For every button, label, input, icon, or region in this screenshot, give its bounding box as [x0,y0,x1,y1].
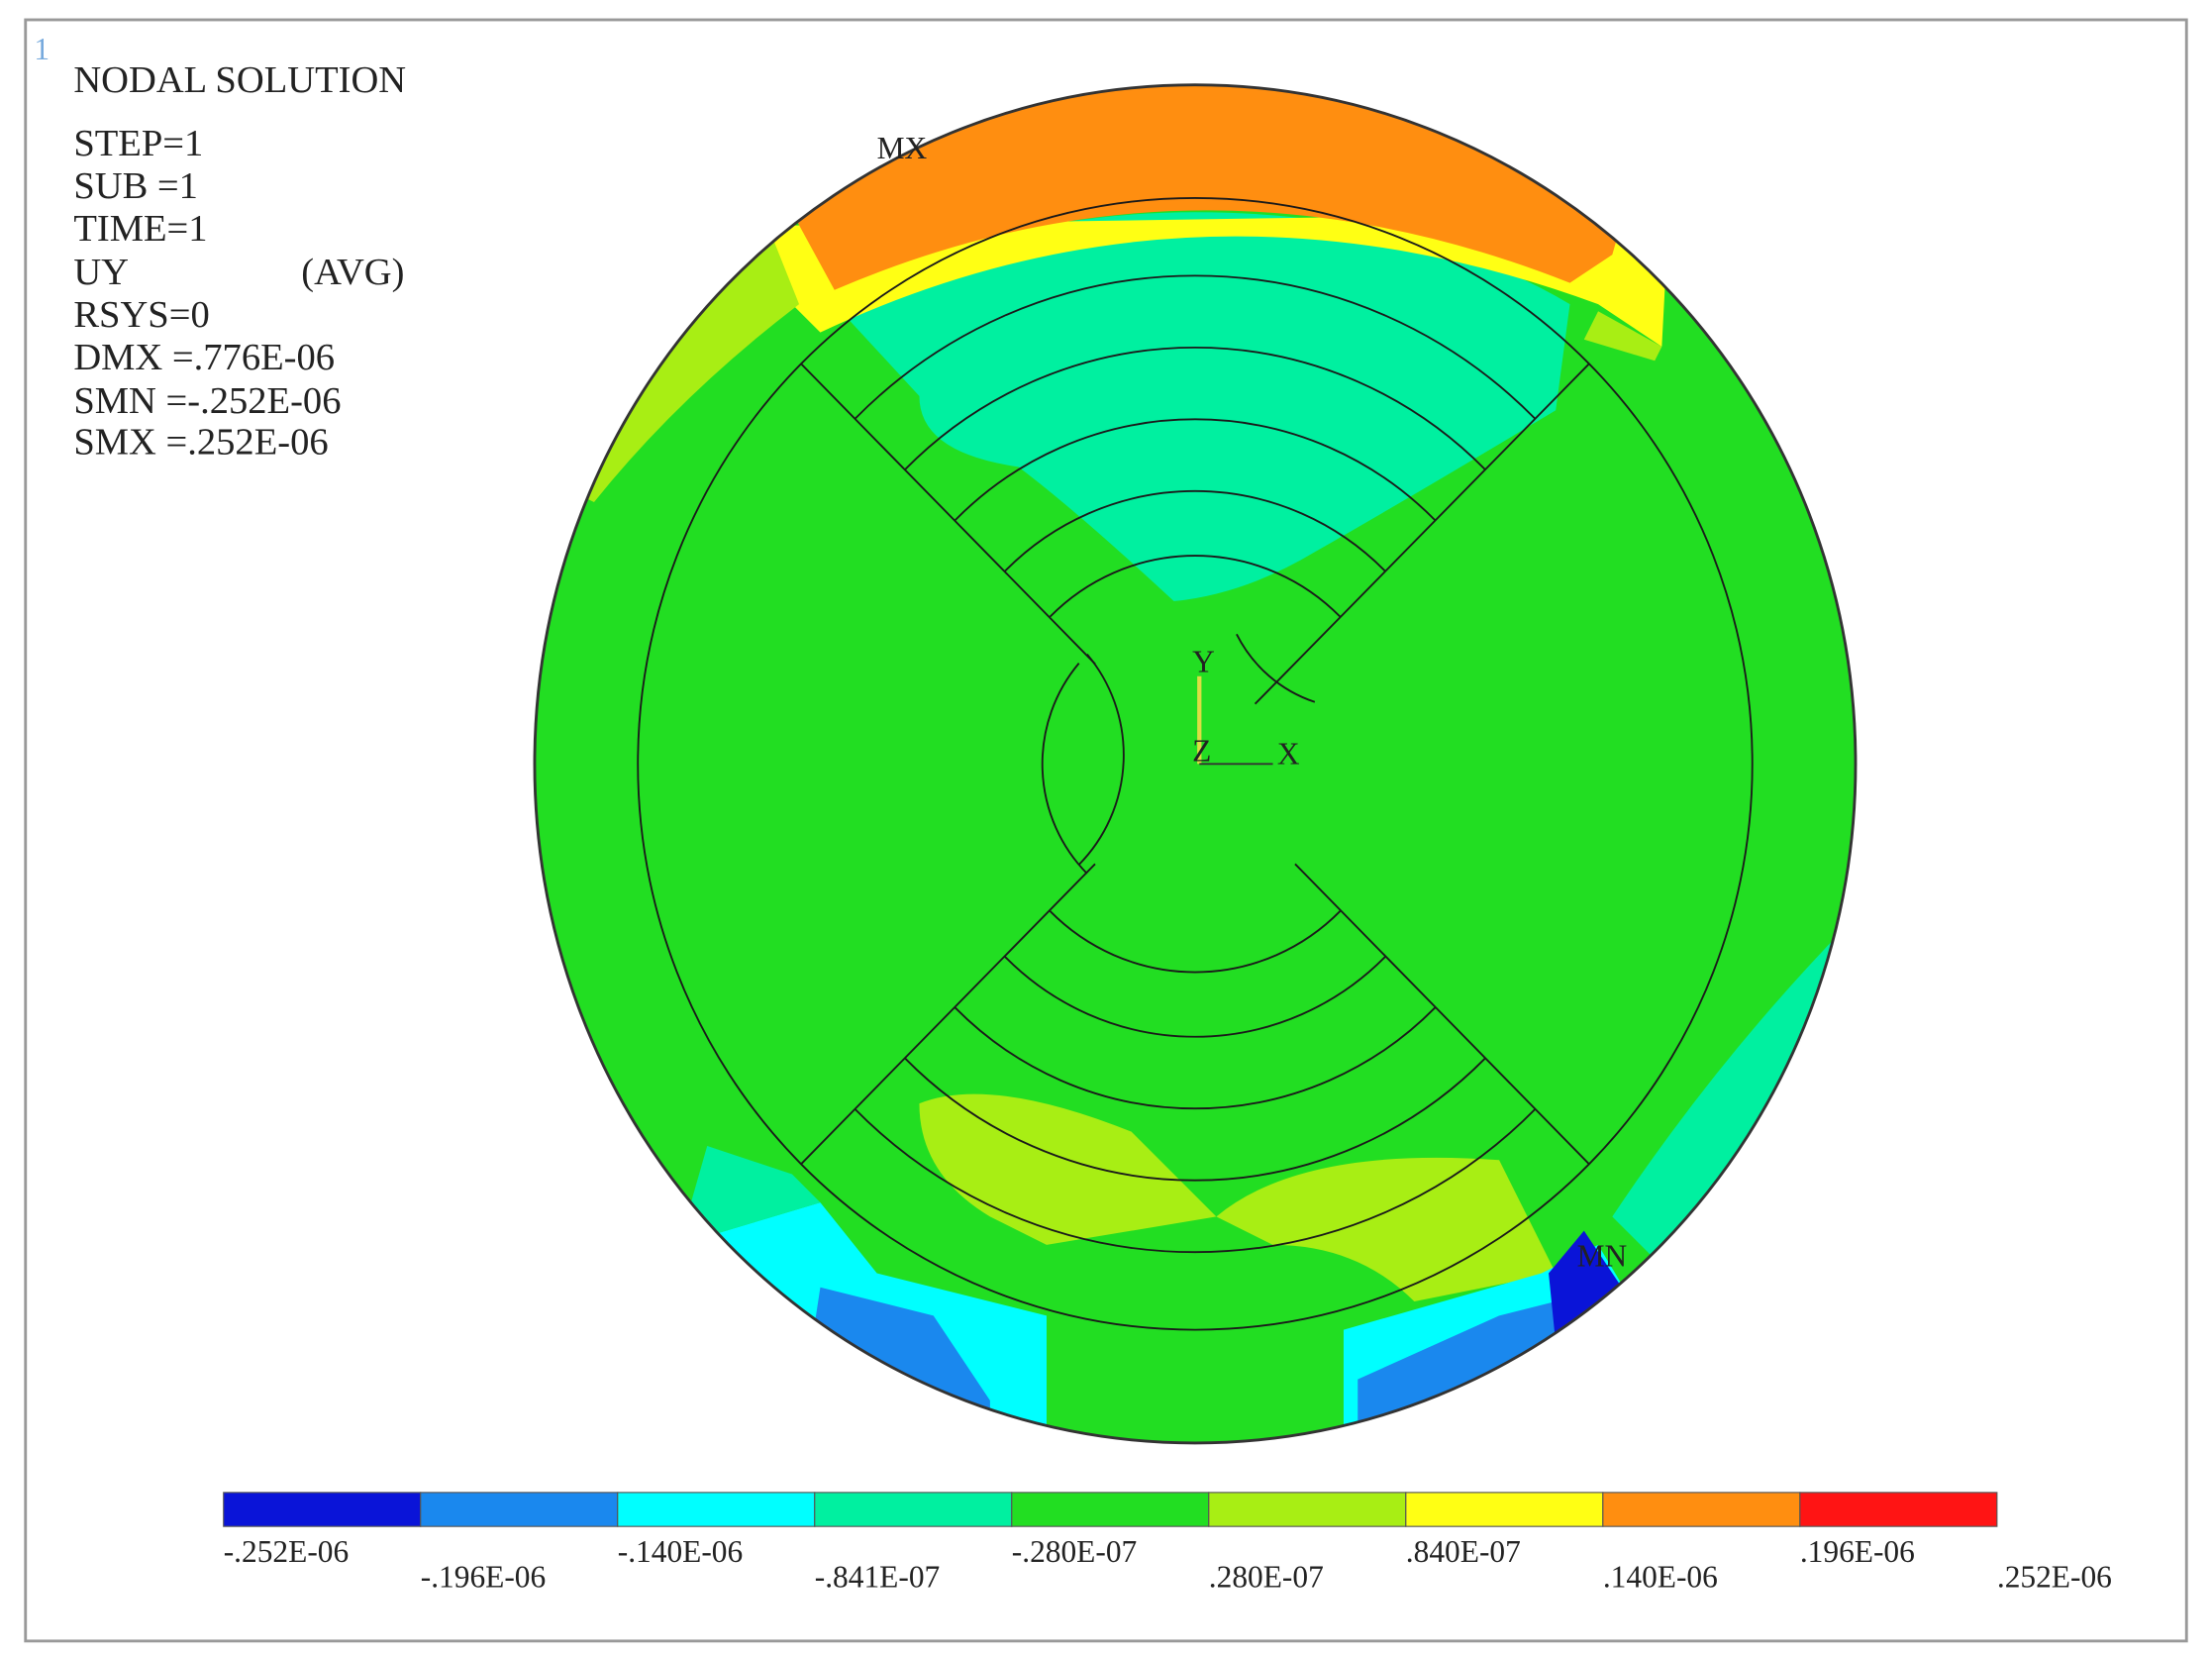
legend-swatch [1208,1492,1407,1527]
legend-label: -.140E-06 [618,1534,743,1569]
info-line: SMX =.252E-06 [73,421,328,463]
mesh-arc [1041,663,1088,875]
mesh-line [1294,863,1590,1165]
legend-swatch [1799,1492,1998,1527]
mesh-arc [854,1108,1537,1254]
mesh-arc [904,347,1486,470]
info-line: DMX =.776E-06 [73,337,335,378]
contour-region [1583,311,1662,362]
info-line: UY [73,252,129,293]
max-marker: MX [877,131,928,165]
outline [533,83,1858,1445]
axis-x: X [1277,736,1300,771]
legend-label: .140E-06 [1603,1560,1718,1595]
mesh-circle [637,197,1754,1331]
axis-y: Y [1192,644,1215,678]
info-line: NODAL SOLUTION [73,59,406,101]
window-number: 1 [34,32,50,66]
info-line: (AVG) [301,252,404,293]
info-line: RSYS=0 [73,294,209,336]
info-line: SMN =-.252E-06 [73,380,341,422]
legend-label: .196E-06 [1800,1534,1915,1569]
mesh-arc [1004,956,1386,1038]
legend-label: -.196E-06 [421,1560,546,1595]
legend-label: .252E-06 [1997,1560,2112,1595]
legend-swatch [617,1492,816,1527]
contour-region [1549,1230,1627,1344]
legend-label: -.280E-07 [1012,1534,1137,1569]
legend-label: .280E-07 [1209,1560,1324,1595]
legend-swatch [1602,1492,1801,1527]
mesh [637,197,1754,1331]
legend-swatch [1011,1492,1210,1527]
legend-swatch [223,1492,422,1527]
mesh-line [800,363,1096,665]
mesh-arc [1236,633,1316,703]
mesh-arc [904,1057,1486,1182]
legend-label: -.252E-06 [224,1534,349,1569]
mesh-line [1254,363,1590,705]
mesh-arc [854,274,1537,420]
legend-label: .840E-07 [1406,1534,1521,1569]
mesh-arc [954,1006,1437,1110]
legend-swatch [1405,1492,1604,1527]
info-line: STEP=1 [73,123,203,164]
mesh-arc [1049,910,1342,974]
contour-region [1216,1157,1557,1302]
mesh-arc [1004,489,1386,572]
min-marker: MN [1577,1238,1628,1273]
legend: -.252E-06 -.196E-06 -.140E-06 -.841E-07 -.28… [223,1492,2112,1595]
mesh-arc [1049,555,1342,618]
contour-region [678,1145,821,1245]
info-line: TIME=1 [73,208,207,250]
mesh-arc [1078,653,1125,866]
info-line: SUB =1 [73,165,198,207]
legend-swatch [814,1492,1013,1527]
axis-z: Z [1192,733,1211,768]
legend-label: -.841E-07 [815,1560,940,1595]
mesh-line [800,863,1096,1165]
mesh-arc [954,418,1437,521]
legend-swatch [420,1492,619,1527]
